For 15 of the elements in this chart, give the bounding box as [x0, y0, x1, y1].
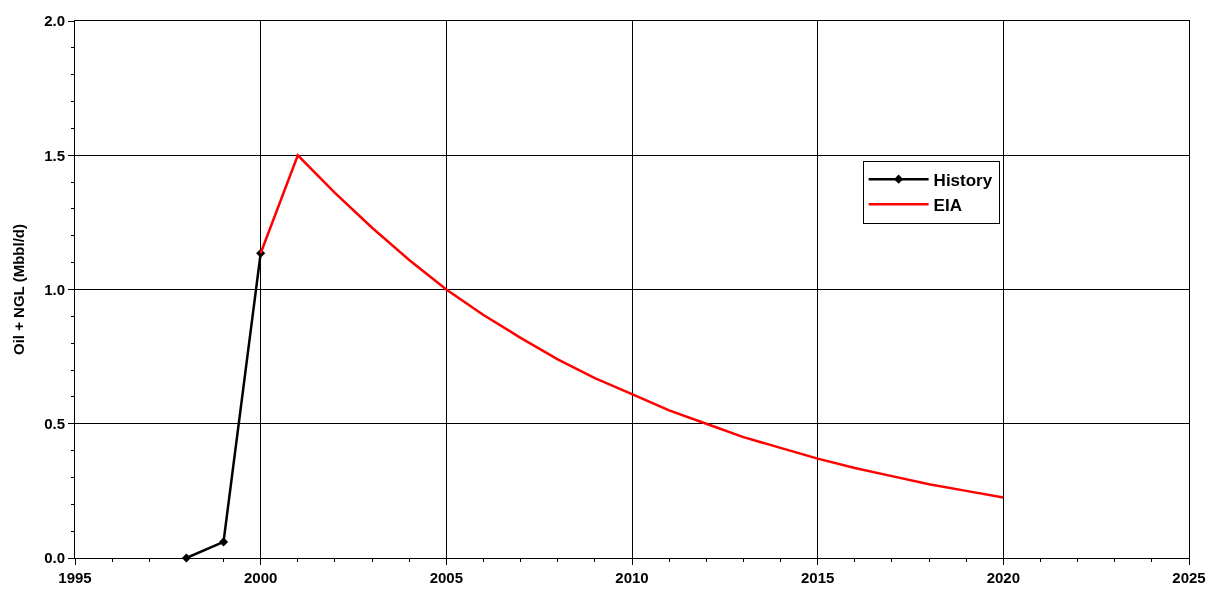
x-tick-label: 1995 [58, 569, 92, 586]
legend-label: EIA [933, 195, 962, 215]
x-tick-label: 2000 [243, 569, 278, 586]
legend-label: History [933, 170, 993, 190]
y-tick-label: 2.0 [44, 12, 65, 30]
x-tick-label: 2005 [429, 569, 464, 586]
x-tick-label: 2025 [1172, 569, 1206, 586]
x-tick-label: 2020 [986, 569, 1021, 586]
x-tick-label: 2010 [615, 569, 649, 586]
y-axis-title: Oil + NGL (Mbbl/d) [10, 224, 28, 355]
x-tick-label: 2015 [800, 569, 835, 586]
y-tick-label: 1.0 [44, 280, 65, 298]
y-tick-label: 0.0 [44, 549, 65, 567]
y-tick-label: 1.5 [44, 146, 65, 164]
y-tick-label: 0.5 [44, 415, 65, 432]
